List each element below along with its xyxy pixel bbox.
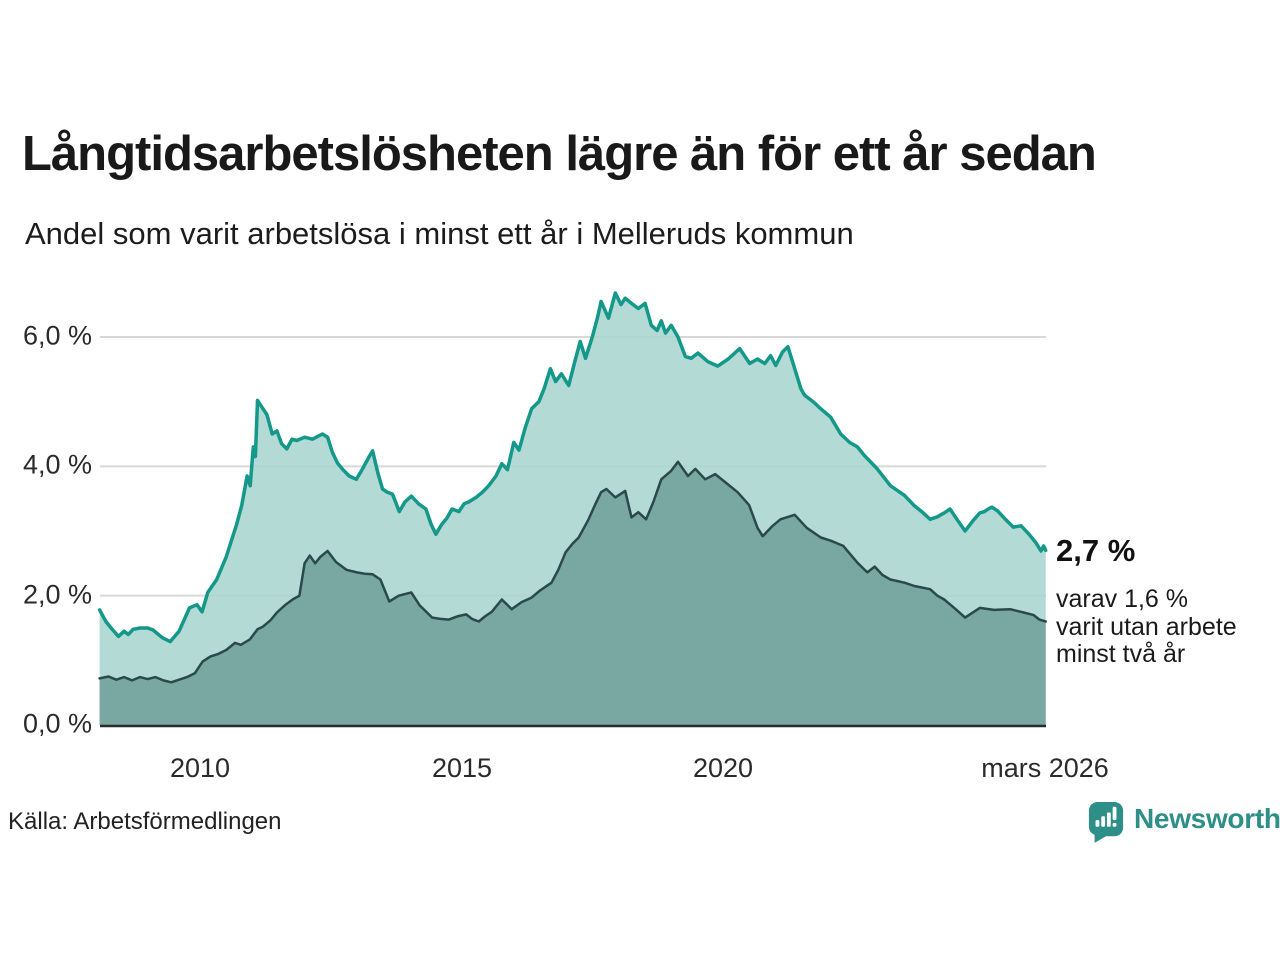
newsworthy-logo-text: Newsworthy xyxy=(1134,803,1280,834)
y-axis-tick-label: 6,0 % xyxy=(22,320,92,351)
x-axis-tick-label: 2020 xyxy=(692,753,754,783)
x-axis-tick-label: 2015 xyxy=(431,753,493,783)
x-axis-tick-label: mars 2026 xyxy=(981,753,1109,783)
line-total-unemployed xyxy=(97,291,1048,644)
y-axis-tick-label: 0,0 % xyxy=(22,708,92,739)
area-two-year-unemployed xyxy=(99,461,1046,725)
page-title: Långtidsarbetslösheten lägre än för ett … xyxy=(22,127,1097,181)
detail-line: varav 1,6 % xyxy=(1056,585,1189,613)
newsworthy-logo: Newsworthy xyxy=(1087,800,1280,844)
y-axis-tick-label: 2,0 % xyxy=(22,579,92,610)
detail-line: minst två år xyxy=(1056,640,1186,668)
line-two-year-unemployed xyxy=(98,460,1047,684)
y-axis-tick-label: 4,0 % xyxy=(22,449,92,480)
x-axis-tick-label: 2010 xyxy=(169,753,231,783)
newsworthy-logo-icon xyxy=(1088,802,1124,843)
detail-line: varit utan arbete xyxy=(1056,612,1237,641)
latest-value-label: 2,7 % xyxy=(1056,533,1136,568)
latest-value-detail: varav 1,6 % varit utan arbete minst två … xyxy=(1056,585,1237,669)
page-subtitle: Andel som varit arbetslösa i minst ett å… xyxy=(25,216,854,251)
source-note: Källa: Arbetsförmedlingen xyxy=(8,808,282,835)
